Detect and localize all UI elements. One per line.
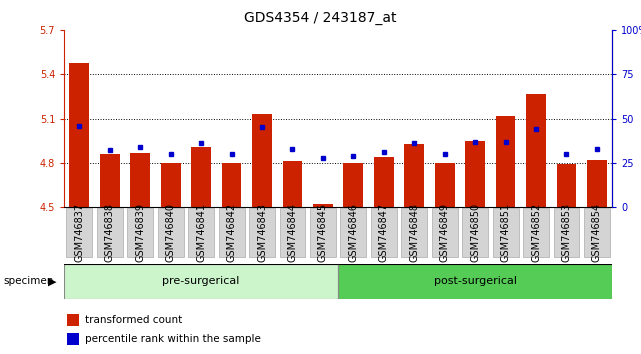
FancyBboxPatch shape bbox=[554, 208, 579, 257]
Bar bbox=[526, 93, 546, 207]
FancyBboxPatch shape bbox=[432, 208, 458, 257]
FancyBboxPatch shape bbox=[401, 208, 427, 257]
Text: specimen: specimen bbox=[3, 276, 54, 286]
Bar bbox=[283, 161, 303, 207]
Bar bbox=[67, 314, 79, 326]
FancyBboxPatch shape bbox=[128, 208, 153, 257]
FancyBboxPatch shape bbox=[371, 208, 397, 257]
Text: GSM746841: GSM746841 bbox=[196, 203, 206, 262]
Bar bbox=[67, 333, 79, 345]
Text: GSM746838: GSM746838 bbox=[104, 203, 115, 262]
FancyBboxPatch shape bbox=[67, 208, 92, 257]
Bar bbox=[161, 163, 181, 207]
Text: percentile rank within the sample: percentile rank within the sample bbox=[85, 335, 261, 344]
Bar bbox=[191, 147, 211, 207]
Bar bbox=[338, 264, 612, 299]
Bar bbox=[587, 160, 607, 207]
FancyBboxPatch shape bbox=[584, 208, 610, 257]
Text: GSM746843: GSM746843 bbox=[257, 203, 267, 262]
FancyBboxPatch shape bbox=[493, 208, 519, 257]
Bar bbox=[344, 163, 363, 207]
Bar bbox=[100, 154, 120, 207]
Text: GSM746840: GSM746840 bbox=[165, 203, 176, 262]
Bar bbox=[404, 144, 424, 207]
Text: GSM746845: GSM746845 bbox=[318, 203, 328, 262]
Bar bbox=[313, 204, 333, 207]
Text: GSM746851: GSM746851 bbox=[501, 203, 511, 262]
FancyBboxPatch shape bbox=[97, 208, 122, 257]
Bar bbox=[435, 163, 454, 207]
Bar bbox=[495, 116, 515, 207]
Text: GDS4354 / 243187_at: GDS4354 / 243187_at bbox=[244, 11, 396, 25]
FancyBboxPatch shape bbox=[340, 208, 366, 257]
Bar bbox=[465, 141, 485, 207]
FancyBboxPatch shape bbox=[158, 208, 183, 257]
Text: GSM746853: GSM746853 bbox=[562, 203, 572, 262]
Text: GSM746854: GSM746854 bbox=[592, 203, 602, 262]
Text: GSM746844: GSM746844 bbox=[287, 203, 297, 262]
Bar bbox=[130, 153, 150, 207]
Text: pre-surgerical: pre-surgerical bbox=[162, 276, 240, 286]
Text: GSM746847: GSM746847 bbox=[379, 203, 389, 262]
FancyBboxPatch shape bbox=[310, 208, 336, 257]
FancyBboxPatch shape bbox=[219, 208, 244, 257]
Bar bbox=[64, 264, 338, 299]
Text: GSM746839: GSM746839 bbox=[135, 203, 146, 262]
Text: GSM746849: GSM746849 bbox=[440, 203, 450, 262]
Text: transformed count: transformed count bbox=[85, 315, 182, 325]
Bar bbox=[556, 164, 576, 207]
Text: GSM746850: GSM746850 bbox=[470, 203, 480, 262]
Bar bbox=[252, 114, 272, 207]
Bar bbox=[222, 163, 242, 207]
Text: GSM746852: GSM746852 bbox=[531, 203, 541, 262]
Text: ▶: ▶ bbox=[48, 276, 57, 286]
FancyBboxPatch shape bbox=[279, 208, 305, 257]
FancyBboxPatch shape bbox=[462, 208, 488, 257]
FancyBboxPatch shape bbox=[188, 208, 214, 257]
Text: GSM746837: GSM746837 bbox=[74, 203, 85, 262]
Bar bbox=[69, 63, 89, 207]
Text: GSM746842: GSM746842 bbox=[226, 203, 237, 262]
FancyBboxPatch shape bbox=[523, 208, 549, 257]
FancyBboxPatch shape bbox=[249, 208, 275, 257]
Bar bbox=[374, 157, 394, 207]
Text: GSM746846: GSM746846 bbox=[348, 203, 358, 262]
Text: post-surgerical: post-surgerical bbox=[434, 276, 517, 286]
Text: GSM746848: GSM746848 bbox=[409, 203, 419, 262]
